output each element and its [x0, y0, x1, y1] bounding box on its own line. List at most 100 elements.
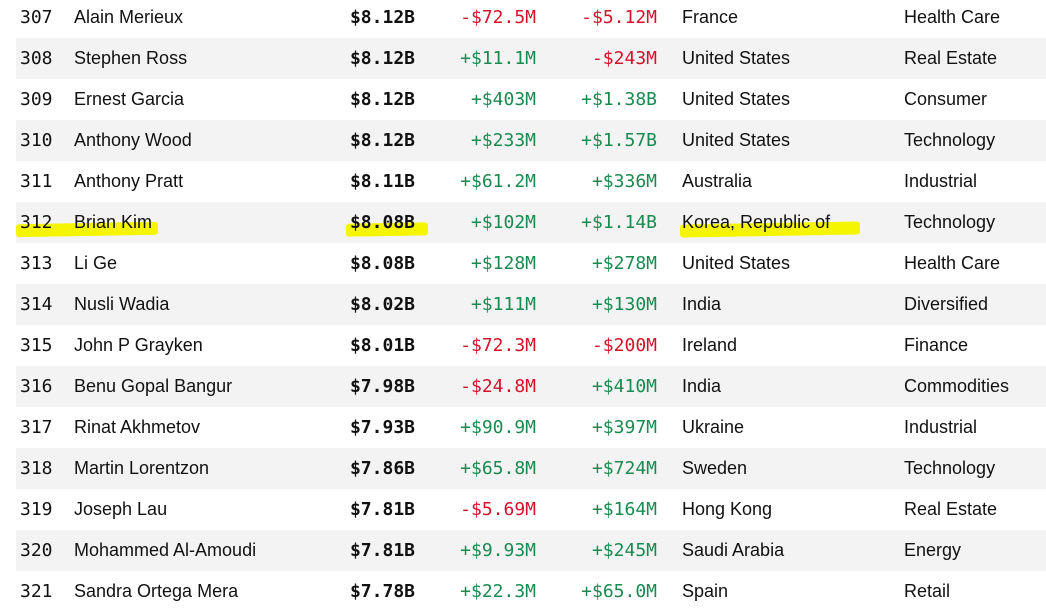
last-change-cell: +$102M: [470, 212, 536, 233]
net-worth-cell: $8.12B: [349, 7, 415, 28]
industry-cell: Health Care: [904, 253, 1001, 273]
net-worth-cell: $8.12B: [349, 89, 415, 110]
rank-cell: 310: [20, 130, 53, 151]
rank-cell: 320: [20, 540, 53, 561]
name-cell[interactable]: Mohammed Al-Amoudi: [74, 540, 257, 560]
net-worth-cell: $7.81B: [349, 499, 415, 520]
industry-cell: Commodities: [904, 376, 1010, 396]
name-cell[interactable]: Sandra Ortega Mera: [74, 581, 239, 601]
ytd-change-cell: +$245M: [591, 540, 657, 561]
name-cell[interactable]: Alain Merieux: [74, 7, 184, 27]
table-row[interactable]: 319 Joseph Lau $7.81B -$5.69M +$164M Hong Kon…: [16, 489, 1046, 530]
country-cell: Sweden: [682, 458, 748, 478]
country-cell: United States: [682, 253, 791, 273]
ytd-change-cell: +$410M: [591, 376, 657, 397]
industry-cell: Industrial: [904, 171, 978, 191]
industry-cell: Real Estate: [904, 48, 998, 68]
industry-cell: Technology: [904, 458, 996, 478]
name-cell[interactable]: Anthony Wood: [74, 130, 192, 150]
table-row[interactable]: 309 Ernest Garcia $8.12B +$403M +$1.38B Unite…: [16, 79, 1046, 120]
rank-cell: 317: [20, 417, 53, 438]
ytd-change-cell: +$1.14B: [581, 212, 657, 233]
name-cell[interactable]: Martin Lorentzon: [74, 458, 210, 478]
ytd-change-cell: -$200M: [591, 335, 657, 356]
country-cell: Spain: [682, 581, 729, 601]
ytd-change-cell: -$243M: [591, 48, 657, 69]
ytd-change-cell: +$164M: [591, 499, 657, 520]
country-cell: India: [682, 376, 722, 396]
country-cell: Saudi Arabia: [682, 540, 785, 560]
last-change-cell: +$65.8M: [460, 458, 536, 479]
table-row[interactable]: 311 Anthony Pratt $8.11B +$61.2M +$336M Austr…: [16, 161, 1046, 202]
country-cell: India: [682, 294, 722, 314]
table-row[interactable]: 317 Rinat Akhmetov $7.93B +$90.9M +$397M Ukra…: [16, 407, 1046, 448]
rank-cell: 315: [20, 335, 53, 356]
last-change-cell: -$24.8M: [460, 376, 536, 397]
name-cell[interactable]: Nusli Wadia: [74, 294, 170, 314]
industry-cell: Retail: [904, 581, 951, 601]
net-worth-cell: $7.81B: [349, 540, 415, 561]
net-worth-cell: $7.98B: [349, 376, 415, 397]
industry-cell: Energy: [904, 540, 962, 560]
last-change-cell: +$403M: [470, 89, 536, 110]
last-change-cell: -$72.3M: [460, 335, 536, 356]
country-cell: Ukraine: [682, 417, 745, 437]
country-cell: Ireland: [682, 335, 738, 355]
rank-cell: 321: [20, 581, 53, 602]
table-row[interactable]: 313 Li Ge $8.08B +$128M +$278M United States H…: [16, 243, 1046, 284]
name-cell[interactable]: Joseph Lau: [74, 499, 168, 519]
last-change-cell: +$22.3M: [460, 581, 536, 602]
last-change-cell: +$9.93M: [460, 540, 536, 561]
country-cell: France: [682, 7, 739, 27]
ytd-change-cell: +$724M: [591, 458, 657, 479]
industry-cell: Technology: [904, 212, 996, 232]
rank-cell: 318: [20, 458, 53, 479]
net-worth-cell: $8.12B: [349, 48, 415, 69]
table-row[interactable]: 315 John P Grayken $8.01B -$72.3M -$200M Irel…: [16, 325, 1046, 366]
name-cell[interactable]: Benu Gopal Bangur: [74, 376, 233, 396]
country-cell: Hong Kong: [682, 499, 773, 519]
table-row[interactable]: 321 Sandra Ortega Mera $7.78B +$22.3M +$65.0…: [16, 571, 1046, 612]
last-change-cell: +$128M: [470, 253, 536, 274]
ytd-change-cell: -$5.12M: [581, 7, 657, 28]
rank-cell: 309: [20, 89, 53, 110]
net-worth-cell: $8.08B: [349, 253, 415, 274]
rank-cell: 307: [20, 7, 53, 28]
table-row[interactable]: 310 Anthony Wood $8.12B +$233M +$1.57B United…: [16, 120, 1046, 161]
rank-cell: 316: [20, 376, 53, 397]
country-cell: United States: [682, 89, 791, 109]
net-worth-cell: $7.86B: [349, 458, 415, 479]
name-cell[interactable]: Brian Kim: [74, 212, 153, 232]
last-change-cell: +$61.2M: [460, 171, 536, 192]
name-cell[interactable]: Rinat Akhmetov: [74, 417, 201, 437]
rank-cell: 319: [20, 499, 53, 520]
industry-cell: Finance: [904, 335, 969, 355]
table-row[interactable]: 308 Stephen Ross $8.12B +$11.1M -$243M United…: [16, 38, 1046, 79]
table-row[interactable]: 314 Nusli Wadia $8.02B +$111M +$130M India Div…: [16, 284, 1046, 325]
name-cell[interactable]: John P Grayken: [74, 335, 203, 355]
net-worth-cell: $8.08B: [349, 212, 415, 233]
last-change-cell: +$90.9M: [460, 417, 536, 438]
ytd-change-cell: +$336M: [591, 171, 657, 192]
table-row[interactable]: 316 Benu Gopal Bangur $7.98B -$24.8M +$410M I…: [16, 366, 1046, 407]
industry-cell: Diversified: [904, 294, 989, 314]
last-change-cell: +$233M: [470, 130, 536, 151]
table-row[interactable]: 307 Alain Merieux $8.12B -$72.5M -$5.12M Fran…: [16, 0, 1046, 38]
name-cell[interactable]: Stephen Ross: [74, 48, 188, 68]
name-cell[interactable]: Ernest Garcia: [74, 89, 185, 109]
billionaires-table: 307 Alain Merieux $8.12B -$72.5M -$5.12M Fran…: [15, 0, 1046, 612]
table-row[interactable]: 318 Martin Lorentzon $7.86B +$65.8M +$724M Sw…: [16, 448, 1046, 489]
name-cell[interactable]: Li Ge: [74, 253, 118, 273]
country-cell: United States: [682, 130, 791, 150]
rank-cell: 314: [20, 294, 53, 315]
table-row[interactable]: 320 Mohammed Al-Amoudi $7.81B +$9.93M +$245M…: [16, 530, 1046, 571]
net-worth-cell: $8.12B: [349, 130, 415, 151]
country-cell: Korea, Republic of: [682, 212, 831, 232]
rank-cell: 311: [20, 171, 53, 192]
ytd-change-cell: +$1.38B: [581, 89, 657, 110]
name-cell[interactable]: Anthony Pratt: [74, 171, 184, 191]
rank-cell: 308: [20, 48, 53, 69]
table-row[interactable]: 312 Brian Kim $8.08B +$102M +$1.14B Korea, Re…: [15, 202, 1046, 243]
industry-cell: Technology: [904, 130, 996, 150]
last-change-cell: -$5.69M: [460, 499, 536, 520]
